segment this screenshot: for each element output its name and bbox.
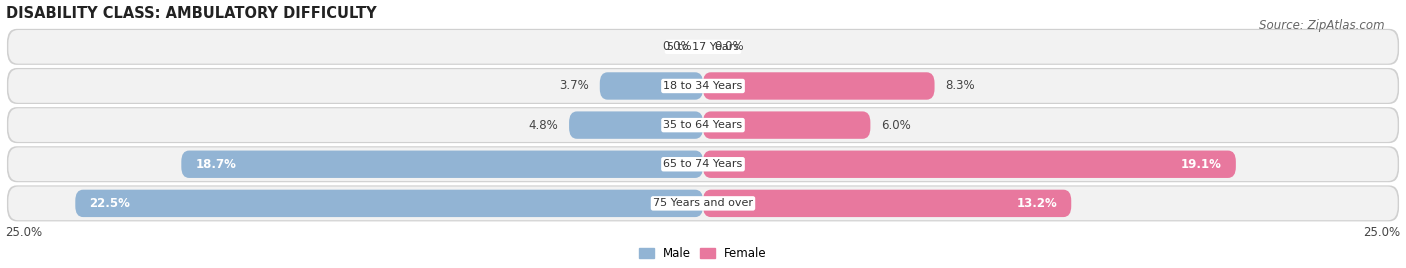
FancyBboxPatch shape <box>8 69 1398 103</box>
FancyBboxPatch shape <box>8 147 1398 181</box>
FancyBboxPatch shape <box>703 190 1071 217</box>
FancyBboxPatch shape <box>569 111 703 139</box>
Text: DISABILITY CLASS: AMBULATORY DIFFICULTY: DISABILITY CLASS: AMBULATORY DIFFICULTY <box>6 6 377 21</box>
Text: 19.1%: 19.1% <box>1181 158 1222 171</box>
Legend: Male, Female: Male, Female <box>640 247 766 260</box>
FancyBboxPatch shape <box>600 72 703 100</box>
FancyBboxPatch shape <box>703 111 870 139</box>
FancyBboxPatch shape <box>7 185 1399 221</box>
Text: 0.0%: 0.0% <box>714 40 744 53</box>
Text: 6.0%: 6.0% <box>882 119 911 132</box>
FancyBboxPatch shape <box>7 146 1399 182</box>
Text: Source: ZipAtlas.com: Source: ZipAtlas.com <box>1260 19 1385 32</box>
Text: 4.8%: 4.8% <box>529 119 558 132</box>
Text: 18 to 34 Years: 18 to 34 Years <box>664 81 742 91</box>
Text: 18.7%: 18.7% <box>195 158 236 171</box>
Text: 22.5%: 22.5% <box>89 197 131 210</box>
FancyBboxPatch shape <box>8 187 1398 220</box>
FancyBboxPatch shape <box>8 108 1398 142</box>
FancyBboxPatch shape <box>7 107 1399 143</box>
FancyBboxPatch shape <box>703 151 1236 178</box>
FancyBboxPatch shape <box>703 72 935 100</box>
Text: 5 to 17 Years: 5 to 17 Years <box>666 42 740 52</box>
Text: 35 to 64 Years: 35 to 64 Years <box>664 120 742 130</box>
Text: 25.0%: 25.0% <box>1364 226 1400 239</box>
FancyBboxPatch shape <box>8 30 1398 64</box>
FancyBboxPatch shape <box>7 29 1399 65</box>
Text: 3.7%: 3.7% <box>558 80 589 92</box>
FancyBboxPatch shape <box>76 190 703 217</box>
Text: 25.0%: 25.0% <box>6 226 42 239</box>
Text: 8.3%: 8.3% <box>946 80 976 92</box>
Text: 75 Years and over: 75 Years and over <box>652 198 754 209</box>
FancyBboxPatch shape <box>181 151 703 178</box>
Text: 0.0%: 0.0% <box>662 40 692 53</box>
Text: 13.2%: 13.2% <box>1017 197 1057 210</box>
Text: 65 to 74 Years: 65 to 74 Years <box>664 159 742 169</box>
FancyBboxPatch shape <box>7 68 1399 104</box>
